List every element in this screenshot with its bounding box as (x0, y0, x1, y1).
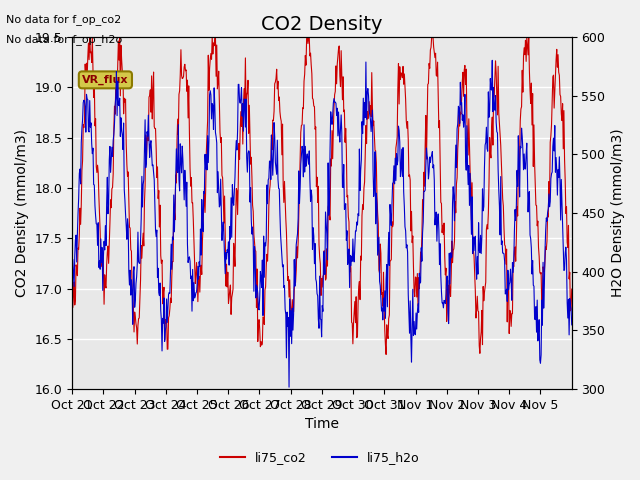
Title: CO2 Density: CO2 Density (261, 15, 383, 34)
li75_co2 (220, 194, 227, 200)
li75_h2o (68, 305, 76, 311)
li75_h2o (488, 58, 496, 63)
Y-axis label: CO2 Density (mmol/m3): CO2 Density (mmol/m3) (15, 129, 29, 297)
Text: VR_flux: VR_flux (82, 75, 129, 85)
li75_co2 (568, 286, 575, 292)
li75_h2o (127, 292, 134, 298)
li75_h2o (219, 226, 227, 232)
Line: li75_co2: li75_co2 (72, 37, 572, 354)
li75_co2 (244, 77, 252, 83)
li75_co2 (374, 210, 381, 216)
li75_co2 (263, 252, 271, 257)
li75_h2o (244, 169, 252, 175)
li75_co2 (68, 292, 76, 298)
li75_co2 (86, 34, 93, 40)
li75_h2o (568, 322, 575, 328)
li75_co2 (382, 351, 390, 357)
X-axis label: Time: Time (305, 418, 339, 432)
Y-axis label: H2O Density (mmol/m3): H2O Density (mmol/m3) (611, 129, 625, 297)
Text: No data for f_op_co2: No data for f_op_co2 (6, 14, 122, 25)
li75_h2o (262, 236, 270, 241)
Legend: li75_co2, li75_h2o: li75_co2, li75_h2o (215, 446, 425, 469)
li75_co2 (127, 248, 135, 254)
Text: No data for f_op_h2o: No data for f_op_h2o (6, 34, 123, 45)
li75_h2o (374, 252, 381, 258)
Line: li75_h2o: li75_h2o (72, 60, 572, 387)
li75_h2o (285, 384, 293, 390)
li75_co2 (403, 118, 410, 124)
li75_h2o (402, 228, 410, 234)
